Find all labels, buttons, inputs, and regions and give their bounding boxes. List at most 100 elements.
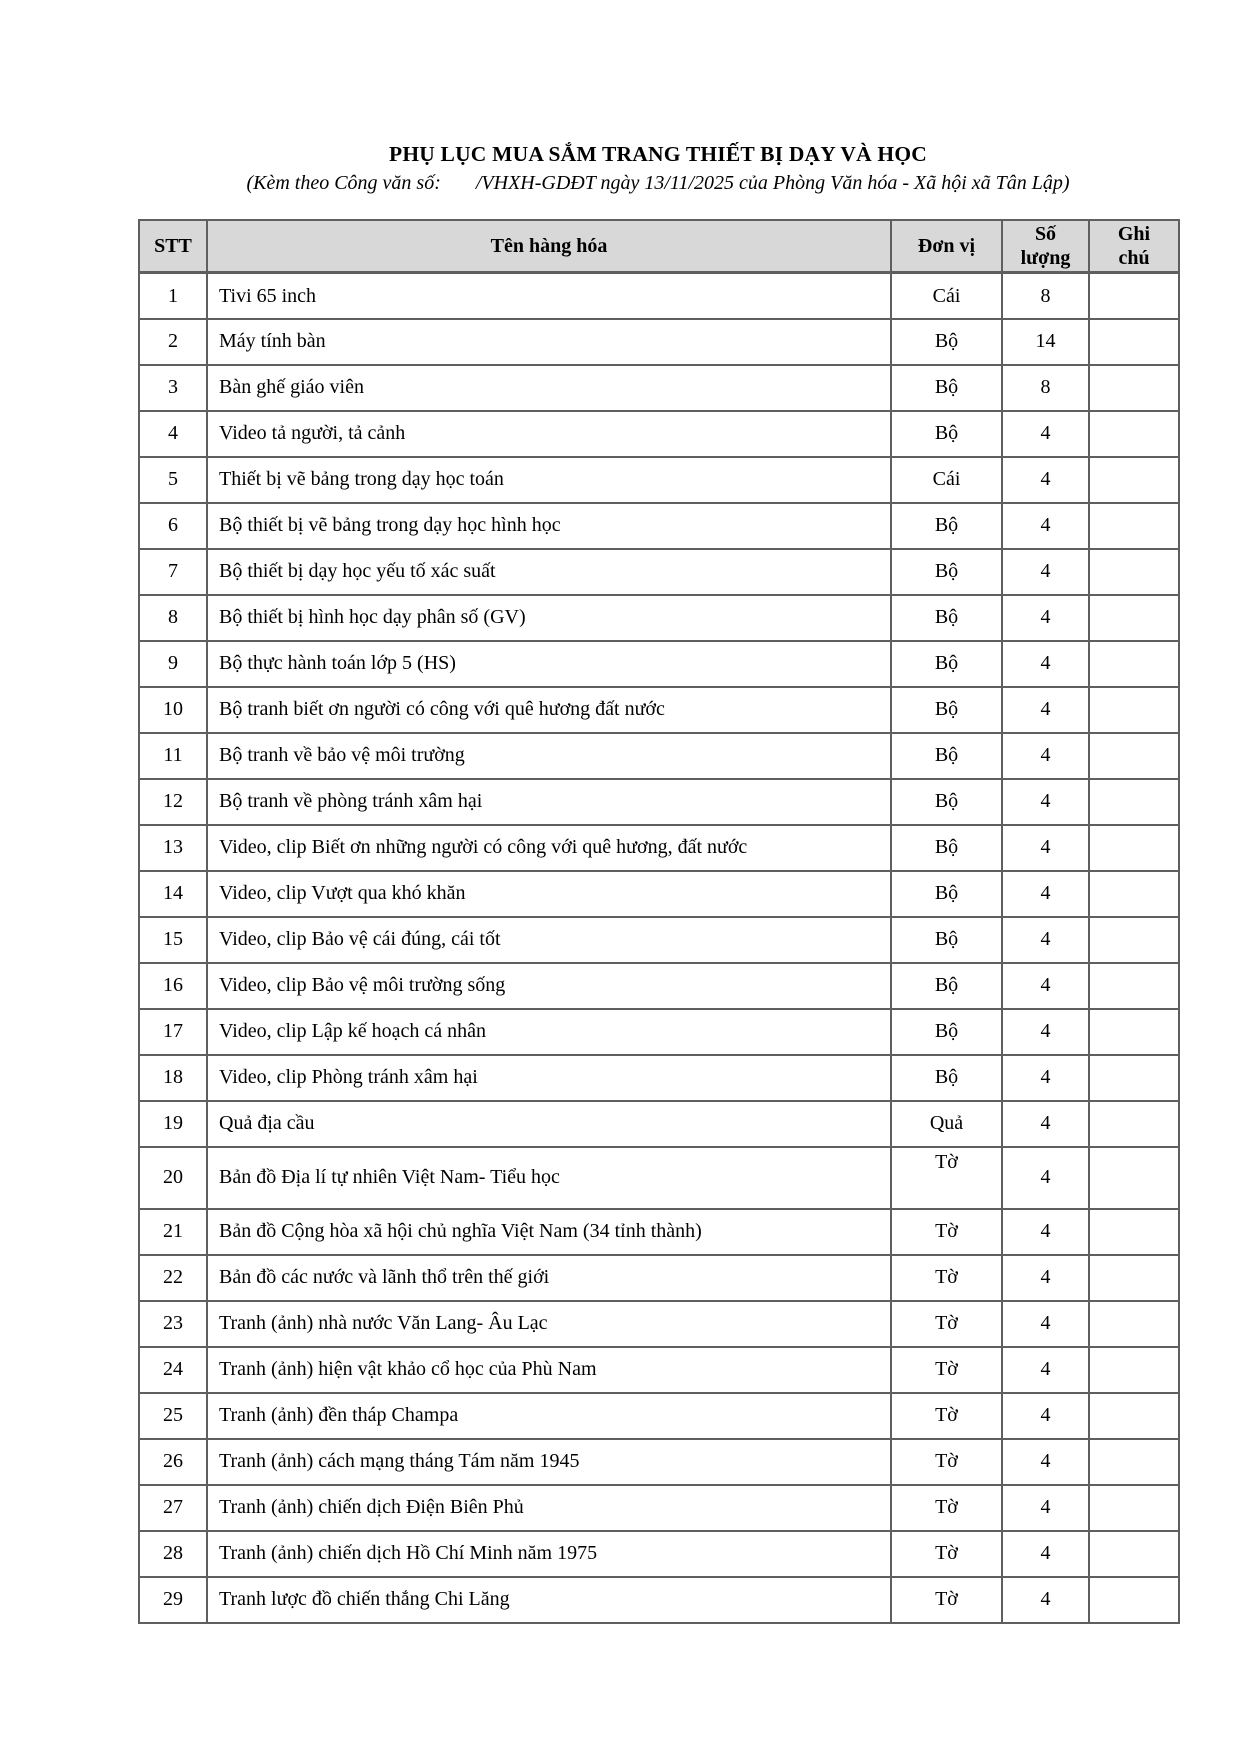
header-ghi-chu: Ghi chú — [1088, 218, 1180, 275]
unit-cell: Bộ — [890, 547, 1003, 596]
item-name-cell: Bản đồ Cộng hòa xã hội chủ nghĩa Việt Na… — [206, 1207, 892, 1256]
row-number-cell: 6 — [138, 501, 208, 550]
item-name-cell: Bộ thiết bị dạy học yếu tố xác suất — [206, 547, 892, 596]
quantity-cell: 4 — [1001, 915, 1090, 964]
unit-cell: Tờ — [890, 1483, 1003, 1532]
table-row: 8 Bộ thiết bị hình học dạy phân số (GV) … — [138, 593, 1180, 642]
unit-cell: Tờ — [890, 1345, 1003, 1394]
table-row: 2 Máy tính bàn Bộ 14 — [138, 317, 1180, 366]
item-name-cell: Quả địa cầu — [206, 1099, 892, 1148]
row-number-cell: 13 — [138, 823, 208, 872]
row-number-cell: 15 — [138, 915, 208, 964]
row-number-cell: 29 — [138, 1575, 208, 1624]
item-name-cell: Tranh (ảnh) cách mạng tháng Tám năm 1945 — [206, 1437, 892, 1486]
item-name-cell: Video, clip Lập kế hoạch cá nhân — [206, 1007, 892, 1056]
note-cell — [1088, 731, 1180, 780]
quantity-cell: 4 — [1001, 1391, 1090, 1440]
quantity-cell: 4 — [1001, 639, 1090, 688]
note-cell — [1088, 271, 1180, 320]
quantity-cell: 8 — [1001, 271, 1090, 320]
table-row: 5 Thiết bị vẽ bảng trong dạy học toán Cá… — [138, 455, 1180, 504]
quantity-cell: 4 — [1001, 1207, 1090, 1256]
note-cell — [1088, 317, 1180, 366]
unit-cell: Bộ — [890, 1007, 1003, 1056]
quantity-cell: 4 — [1001, 685, 1090, 734]
item-name-cell: Bộ thực hành toán lớp 5 (HS) — [206, 639, 892, 688]
item-name-cell: Bản đồ Địa lí tự nhiên Việt Nam- Tiểu họ… — [206, 1145, 892, 1210]
note-cell — [1088, 1053, 1180, 1102]
header-ten-hang-hoa: Tên hàng hóa — [206, 218, 892, 275]
unit-cell: Tờ — [890, 1253, 1003, 1302]
note-cell — [1088, 823, 1180, 872]
row-number-cell: 9 — [138, 639, 208, 688]
quantity-cell: 4 — [1001, 1299, 1090, 1348]
quantity-cell: 4 — [1001, 961, 1090, 1010]
unit-cell: Tờ — [890, 1299, 1003, 1348]
table-row: 15 Video, clip Bảo vệ cái đúng, cái tốt … — [138, 915, 1180, 964]
item-name-cell: Video tả người, tả cảnh — [206, 409, 892, 458]
quantity-cell: 4 — [1001, 1483, 1090, 1532]
table-row: 13 Video, clip Biết ơn những người có cô… — [138, 823, 1180, 872]
unit-cell: Bộ — [890, 363, 1003, 412]
item-name-cell: Máy tính bàn — [206, 317, 892, 366]
note-cell — [1088, 685, 1180, 734]
note-cell — [1088, 1391, 1180, 1440]
table-row: 1 Tivi 65 inch Cái 8 — [138, 271, 1180, 320]
unit-cell: Bộ — [890, 409, 1003, 458]
quantity-cell: 4 — [1001, 1345, 1090, 1394]
quantity-cell: 14 — [1001, 317, 1090, 366]
row-number-cell: 24 — [138, 1345, 208, 1394]
table-row: 17 Video, clip Lập kế hoạch cá nhân Bộ 4 — [138, 1007, 1180, 1056]
document-body: PHỤ LỤC MUA SẮM TRANG THIẾT BỊ DẠY VÀ HỌ… — [138, 141, 1180, 1624]
item-name-cell: Tivi 65 inch — [206, 271, 892, 320]
header-so-luong-label: Số lượng — [1020, 223, 1071, 270]
unit-cell: Tờ — [890, 1529, 1003, 1578]
note-cell — [1088, 363, 1180, 412]
unit-cell: Bộ — [890, 639, 1003, 688]
row-number-cell: 3 — [138, 363, 208, 412]
table-row: 18 Video, clip Phòng tránh xâm hại Bộ 4 — [138, 1053, 1180, 1102]
header-stt: STT — [138, 218, 208, 275]
item-name-cell: Video, clip Bảo vệ cái đúng, cái tốt — [206, 915, 892, 964]
row-number-cell: 5 — [138, 455, 208, 504]
header-so-luong: Số lượng — [1001, 218, 1090, 275]
unit-cell: Cái — [890, 455, 1003, 504]
item-name-cell: Bộ tranh về phòng tránh xâm hại — [206, 777, 892, 826]
note-cell — [1088, 777, 1180, 826]
note-cell — [1088, 1345, 1180, 1394]
row-number-cell: 20 — [138, 1145, 208, 1210]
row-number-cell: 8 — [138, 593, 208, 642]
item-name-cell: Video, clip Bảo vệ môi trường sống — [206, 961, 892, 1010]
unit-cell: Bộ — [890, 1053, 1003, 1102]
row-number-cell: 28 — [138, 1529, 208, 1578]
unit-cell: Quả — [890, 1099, 1003, 1148]
table-row: 12 Bộ tranh về phòng tránh xâm hại Bộ 4 — [138, 777, 1180, 826]
row-number-cell: 23 — [138, 1299, 208, 1348]
table-row: 10 Bộ tranh biết ơn người có công với qu… — [138, 685, 1180, 734]
quantity-cell: 4 — [1001, 1099, 1090, 1148]
unit-cell: Bộ — [890, 915, 1003, 964]
unit-cell: Bộ — [890, 501, 1003, 550]
row-number-cell: 7 — [138, 547, 208, 596]
item-name-cell: Bộ tranh biết ơn người có công với quê h… — [206, 685, 892, 734]
item-name-cell: Bộ thiết bị hình học dạy phân số (GV) — [206, 593, 892, 642]
quantity-cell: 4 — [1001, 731, 1090, 780]
unit-cell: Tờ — [890, 1391, 1003, 1440]
item-name-cell: Bản đồ các nước và lãnh thổ trên thế giớ… — [206, 1253, 892, 1302]
note-cell — [1088, 547, 1180, 596]
quantity-cell: 4 — [1001, 593, 1090, 642]
note-cell — [1088, 1529, 1180, 1578]
table-row: 6 Bộ thiết bị vẽ bảng trong dạy học hình… — [138, 501, 1180, 550]
unit-cell: Tờ — [890, 1575, 1003, 1624]
table-row: 20 Bản đồ Địa lí tự nhiên Việt Nam- Tiểu… — [138, 1145, 1180, 1210]
row-number-cell: 10 — [138, 685, 208, 734]
quantity-cell: 8 — [1001, 363, 1090, 412]
table-row: 3 Bàn ghế giáo viên Bộ 8 — [138, 363, 1180, 412]
table-row: 26 Tranh (ảnh) cách mạng tháng Tám năm 1… — [138, 1437, 1180, 1486]
quantity-cell: 4 — [1001, 455, 1090, 504]
table-row: 22 Bản đồ các nước và lãnh thổ trên thế … — [138, 1253, 1180, 1302]
quantity-cell: 4 — [1001, 1145, 1090, 1210]
item-name-cell: Video, clip Vượt qua khó khăn — [206, 869, 892, 918]
quantity-cell: 4 — [1001, 501, 1090, 550]
